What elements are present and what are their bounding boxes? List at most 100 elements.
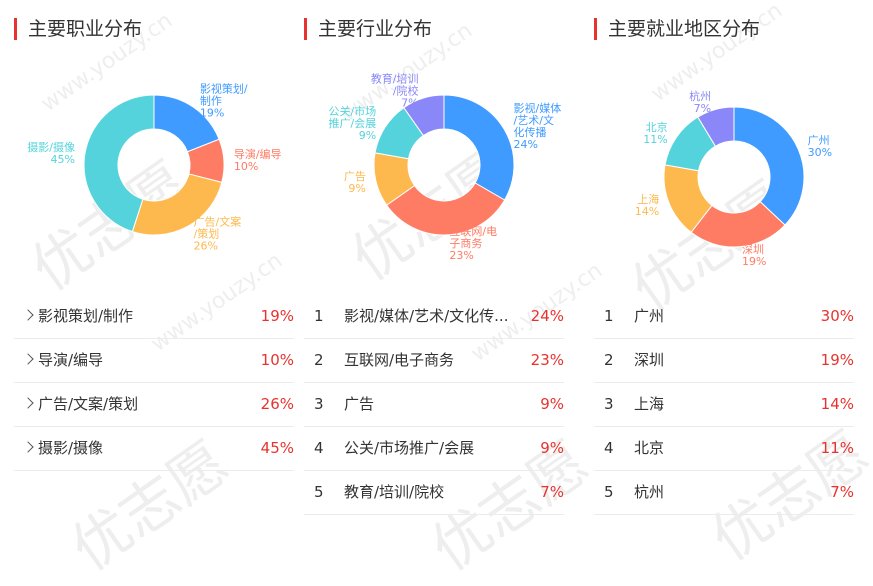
slice-label-line: 深圳 xyxy=(742,243,764,256)
item-label: 公关/市场推广/会展 xyxy=(344,439,475,457)
donut-slice[interactable] xyxy=(697,106,735,147)
slice-label-line: 9% xyxy=(348,182,365,195)
slice-label: 北京 11% xyxy=(643,120,667,146)
item-percentage: 23% xyxy=(530,351,564,369)
chevron-right-icon xyxy=(22,441,34,453)
item-percentage: 7% xyxy=(540,483,564,501)
slice-label: 公关/市场推广/会展 9% xyxy=(328,104,376,142)
occupation-donut-chart: 影视策划/制作 19% 导演/编导 10% 广告/文案/策划 26% 摄影/摄像 45% xyxy=(27,81,281,252)
slice-label-line: 11% xyxy=(643,133,667,146)
slice-label: 广告/文案/策划 26% xyxy=(194,214,242,252)
rank-number: 1 xyxy=(604,307,614,325)
chevron-right-icon xyxy=(22,353,34,365)
list-item: 5 教育/培训/院校 7% xyxy=(304,470,564,515)
slice-label-line: 19% xyxy=(200,106,224,119)
slice-label-line: 30% xyxy=(808,146,832,159)
donut-slice[interactable] xyxy=(385,182,506,236)
item-percentage: 26% xyxy=(260,395,294,413)
item-percentage: 19% xyxy=(820,351,854,369)
slice-label: 影视/媒体/艺术/文化传播 24% xyxy=(514,101,562,151)
rank-number: 2 xyxy=(314,351,324,369)
rank-number: 3 xyxy=(314,395,324,413)
chevron-right-icon xyxy=(22,309,34,321)
slice-label-line: /艺术/文 xyxy=(514,113,554,127)
slice-label-line: 10% xyxy=(234,160,258,173)
slice-label: 广州 30% xyxy=(808,134,832,159)
slice-label-line: 24% xyxy=(514,138,538,151)
rank-number: 2 xyxy=(604,351,614,369)
slice-label-line: 推广/会展 xyxy=(328,116,376,130)
donut-slice[interactable] xyxy=(443,94,515,201)
item-label: 摄影/摄像 xyxy=(38,439,104,457)
donut-slice[interactable] xyxy=(403,94,445,137)
slice-label-line: 19% xyxy=(742,255,766,268)
rank-number: 5 xyxy=(314,483,324,501)
industry-donut-chart: 影视/媒体/艺术/文化传播 24%互联网/电子商务 23%广告 9%公关/市场推广/会… xyxy=(328,72,562,262)
industry-panel: 主要行业分布 影视/媒体/艺术/文化传播 24% 互联网/电子商务 23% 广告 9% 公关… xyxy=(304,0,566,532)
item-percentage: 14% xyxy=(820,395,854,413)
slice-label-line: 上海 xyxy=(637,192,659,206)
slice-label-line: /策划 xyxy=(194,226,220,240)
list-item: 4 公关/市场推广/会展 9% xyxy=(304,426,564,471)
item-percentage: 30% xyxy=(820,307,854,325)
slice-label: 导演/编导 10% xyxy=(234,147,282,173)
slice-label: 教育/培训/院校 7% xyxy=(371,72,419,110)
item-label: 上海 xyxy=(634,395,665,413)
list-item: 5 杭州 7% xyxy=(594,470,854,515)
item-label: 影视策划/制作 xyxy=(38,307,134,325)
slice-label: 摄影/摄像 45% xyxy=(27,140,75,166)
slice-label: 广告 9% xyxy=(344,170,366,195)
item-label: 深圳 xyxy=(634,351,665,369)
list-item[interactable]: 广告/文案/策划 26% xyxy=(14,382,294,427)
list-item[interactable]: 导演/编导 10% xyxy=(14,338,294,383)
list-item: 3 广告 9% xyxy=(304,382,564,427)
slice-label-line: 广州 xyxy=(808,134,830,147)
slice-label: 互联网/电子商务 23% xyxy=(449,225,497,262)
item-percentage: 11% xyxy=(820,439,854,457)
slice-label-line: 子商务 xyxy=(449,236,482,250)
list-item[interactable]: 摄影/摄像 45% xyxy=(14,426,294,471)
item-label: 北京 xyxy=(634,439,665,457)
item-label: 互联网/电子商务 xyxy=(344,351,455,369)
slice-label-line: 制作 xyxy=(200,94,222,107)
donut-slice[interactable] xyxy=(83,94,155,233)
slice-label-line: /院校 xyxy=(393,84,419,98)
region-panel: 主要就业地区分布 广州 30% 深圳 19% 上海 14% 北京 11% 杭州 7% 1 广州 30%… xyxy=(594,0,856,532)
slice-label-line: 9% xyxy=(359,129,376,142)
rank-number: 1 xyxy=(314,307,324,325)
slice-label: 杭州 7% xyxy=(689,89,711,115)
rank-number: 5 xyxy=(604,483,614,501)
slice-label-line: 45% xyxy=(51,153,75,166)
list-item: 4 北京 11% xyxy=(594,426,854,471)
rank-number: 4 xyxy=(604,439,614,457)
donut-slice[interactable] xyxy=(131,173,223,236)
item-percentage: 19% xyxy=(260,307,294,325)
item-percentage: 24% xyxy=(530,307,564,325)
item-label: 广州 xyxy=(634,307,665,325)
slice-label-line: 广告 xyxy=(344,170,366,183)
list-item: 2 深圳 19% xyxy=(594,338,854,383)
item-label: 广告 xyxy=(344,395,375,413)
slice-label: 深圳 19% xyxy=(742,243,766,268)
slice-label-line: 化传播 xyxy=(514,125,547,139)
slice-label-line: 影视/媒体 xyxy=(514,101,562,115)
title-accent-bar xyxy=(14,18,17,40)
list-item[interactable]: 影视策划/制作 19% xyxy=(14,294,294,339)
slice-label: 上海 14% xyxy=(635,192,659,218)
slice-label-line: 教育/培训 xyxy=(371,72,419,86)
item-percentage: 10% xyxy=(260,351,294,369)
item-percentage: 45% xyxy=(260,439,294,457)
slice-label: 影视策划/制作 19% xyxy=(200,81,248,119)
slice-label-line: 14% xyxy=(635,205,659,218)
item-percentage: 7% xyxy=(830,483,854,501)
slice-label-line: 26% xyxy=(194,239,218,252)
chevron-right-icon xyxy=(22,397,34,409)
item-label: 广告/文案/策划 xyxy=(38,395,139,413)
slice-label-line: 北京 xyxy=(646,120,668,134)
occupation-panel: 主要职业分布 影视策划/制作 19% 导演/编导 10% 广告/文案/策划 26% 摄影/摄… xyxy=(14,0,296,532)
slice-label-line: 7% xyxy=(694,102,711,115)
region-donut-chart: 广州 30% 深圳 19% 上海 14% 北京 11% 杭州 7% xyxy=(635,89,832,268)
title-accent-bar xyxy=(594,18,597,40)
donut-slice[interactable] xyxy=(733,106,805,226)
rank-number: 3 xyxy=(604,395,614,413)
